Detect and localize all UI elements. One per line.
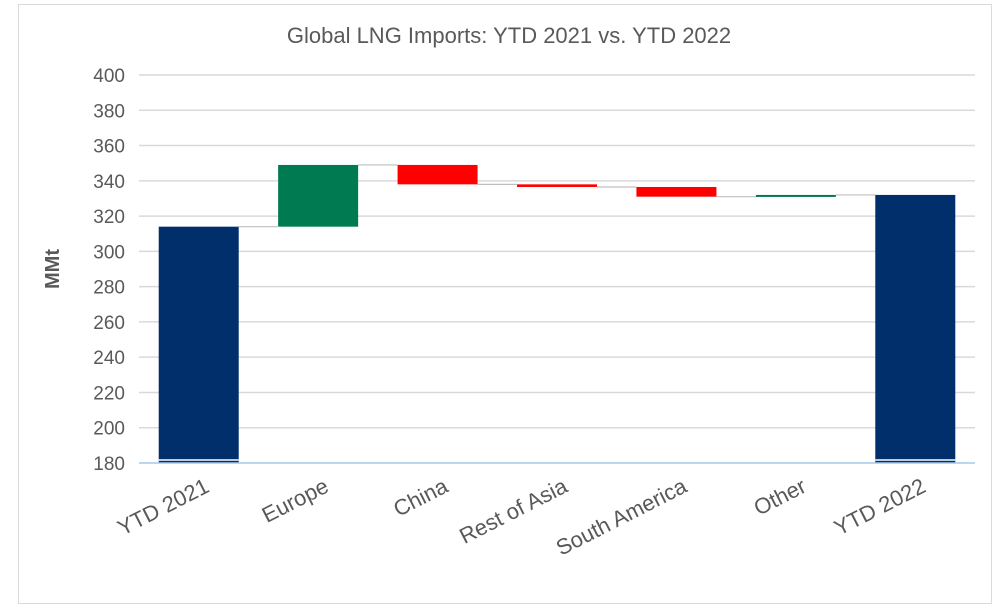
bars	[158, 164, 956, 463]
y-tick-label: 300	[93, 242, 125, 263]
bar-china	[397, 164, 478, 185]
y-tick-label: 200	[93, 419, 125, 440]
y-tick-label: 360	[93, 137, 125, 158]
gridlines	[139, 74, 975, 429]
bar-ytd-2021	[158, 226, 239, 463]
bar-other	[755, 194, 836, 197]
bar-rest-of-asia	[517, 184, 597, 187]
x-tick-label: Other	[750, 473, 810, 520]
bar-south-america	[636, 186, 717, 197]
y-tick-label: 180	[93, 454, 125, 475]
x-tick-label: China	[389, 473, 452, 522]
y-tick-label: 340	[93, 172, 125, 193]
waterfall-chart: Global LNG Imports: YTD 2021 vs. YTD 202…	[42, 23, 975, 561]
y-tick-label: 220	[93, 383, 125, 404]
y-axis-ticks: 180 200 220 240 260 280 300 320 340 360 380 400	[93, 66, 125, 475]
x-tick-label: South America	[552, 473, 692, 561]
y-axis-label: MMt	[42, 249, 64, 289]
x-tick-label: Europe	[258, 473, 333, 527]
bar-europe	[278, 164, 359, 227]
y-tick-label: 240	[93, 348, 125, 369]
y-tick-label: 260	[93, 313, 125, 334]
y-tick-label: 380	[93, 101, 125, 122]
connector-lines	[238, 164, 876, 228]
x-tick-label: YTD 2021	[113, 473, 213, 540]
chart-area: Global LNG Imports: YTD 2021 vs. YTD 202…	[18, 4, 992, 604]
x-tick-label: YTD 2022	[830, 473, 930, 540]
bar-ytd-2022	[875, 194, 956, 463]
y-tick-label: 280	[93, 278, 125, 299]
y-tick-label: 400	[93, 66, 125, 87]
chart-title: Global LNG Imports: YTD 2021 vs. YTD 202…	[287, 23, 731, 48]
y-tick-label: 320	[93, 207, 125, 228]
